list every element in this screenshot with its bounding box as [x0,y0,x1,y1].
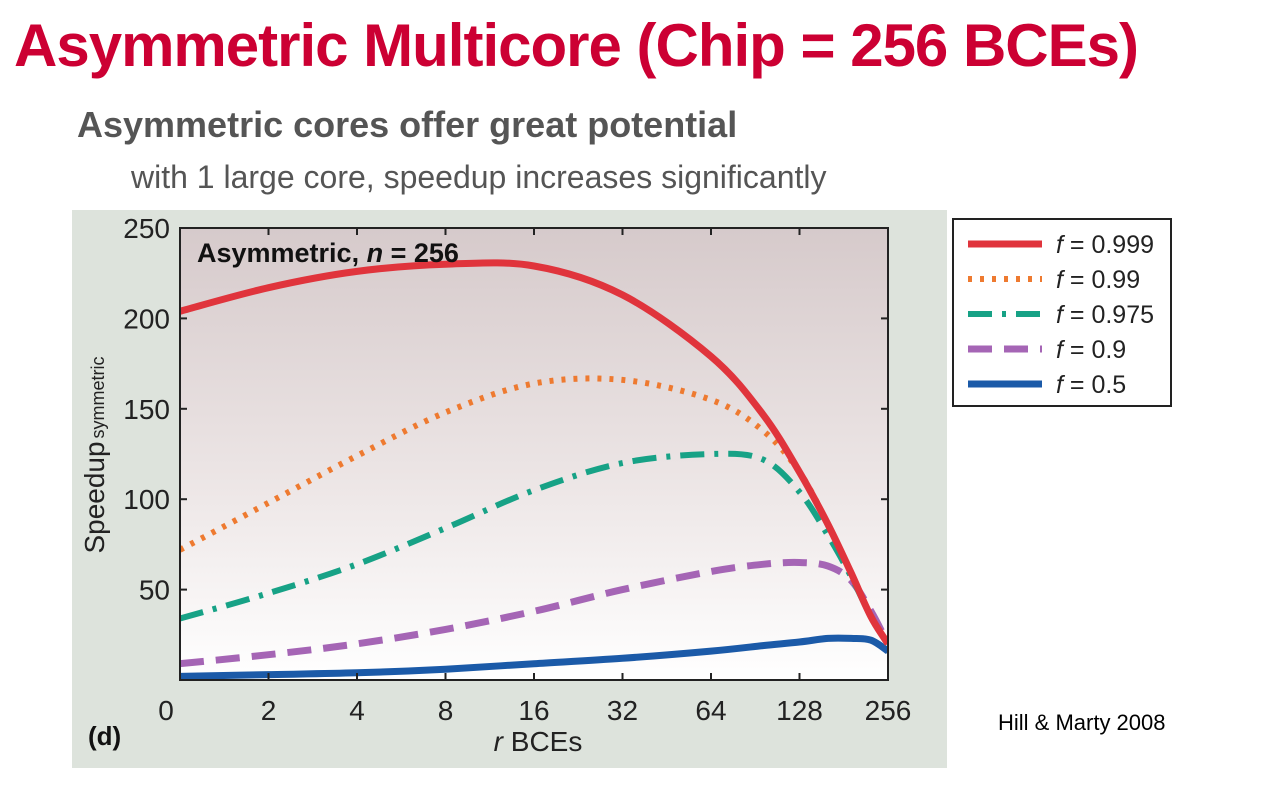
series-line-0 [180,259,888,646]
legend-label: f = 0.9 [1056,336,1126,364]
slide-subsubtitle: with 1 large core, speedup increases sig… [131,159,827,195]
x-tick-label: 16 [518,695,549,726]
x-tick-label: 8 [438,695,454,726]
x-tick-label: 64 [695,695,726,726]
y-tick-label: 50 [139,575,170,606]
y-axis-label: Speedupsymmetric [79,356,110,553]
chart-title: Asymmetric, n = 256 [197,238,459,268]
slide-title: Asymmetric Multicore (Chip = 256 BCEs) [14,12,1139,79]
plot-area [180,228,888,680]
legend: f = 0.999 f = 0.99 f = 0.975 f = 0.9 f = 0.5 [968,231,1154,399]
x-tick-label: 4 [349,695,365,726]
y-tick-label: 250 [123,213,170,244]
legend-label: f = 0.99 [1056,266,1140,294]
y-tick-label: 100 [123,484,170,515]
citation-credit: Hill & Marty 2008 [998,710,1166,735]
x-tick-label: 0 [158,695,174,726]
x-tick-label: 32 [607,695,638,726]
legend-label: f = 0.999 [1056,231,1154,259]
y-tick-label: 150 [123,394,170,425]
panel-label: (d) [88,721,121,751]
x-tick-label: 256 [865,695,912,726]
x-tick-label: 2 [261,695,277,726]
x-axis-label: r BCEs [494,726,583,757]
x-tick-label: 128 [776,695,823,726]
series-line-4 [180,634,888,680]
legend-label: f = 0.975 [1056,301,1154,329]
y-tick-label: 200 [123,303,170,334]
slide-subtitle: Asymmetric cores offer great potential [77,104,738,145]
legend-label: f = 0.5 [1056,371,1126,399]
